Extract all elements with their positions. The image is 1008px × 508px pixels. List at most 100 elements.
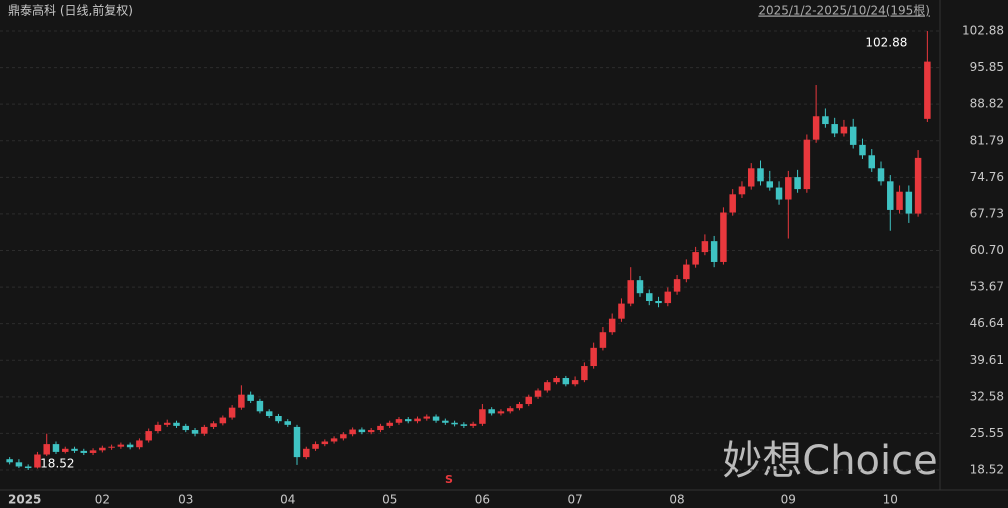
candle-body: [859, 144, 866, 156]
candle-body: [395, 419, 403, 423]
candle-body: [405, 419, 412, 422]
high-label: 102.88: [865, 36, 907, 50]
candle-body: [330, 438, 338, 442]
low-label: 18.52: [40, 457, 74, 471]
candle-body: [896, 191, 903, 210]
x-tick-label: 03: [178, 493, 193, 507]
y-tick-label: 46.64: [970, 316, 1004, 330]
y-tick-label: 39.61: [970, 353, 1004, 367]
candle-body: [377, 425, 384, 431]
candle-body: [683, 264, 690, 280]
candle-body: [238, 394, 245, 408]
candle-body: [794, 177, 801, 190]
range-label: 2025/1/2-2025/10/24(195根): [758, 4, 930, 18]
candle-body: [534, 390, 542, 397]
candle-body: [785, 177, 792, 200]
x-tick-label: 2025: [8, 493, 41, 507]
x-tick-label: 08: [669, 493, 684, 507]
candle-body: [71, 448, 78, 451]
candle-body: [590, 347, 597, 367]
y-tick-label: 32.58: [970, 389, 1004, 403]
candle-body: [451, 422, 458, 425]
candle-body: [701, 241, 709, 253]
candle-body: [201, 426, 208, 434]
candle-body: [210, 423, 217, 427]
candle-body: [553, 378, 560, 383]
signal-marker: S: [445, 473, 453, 486]
candle-body: [822, 116, 829, 125]
y-tick-label: 81.79: [970, 133, 1004, 147]
y-tick-label: 95.85: [970, 60, 1004, 74]
candle-body: [710, 241, 718, 262]
candle-body: [469, 423, 477, 426]
candle-body: [247, 394, 254, 401]
candle-body: [358, 429, 366, 433]
candle-body: [43, 444, 50, 455]
candle-body: [312, 444, 319, 449]
candle-body: [99, 447, 106, 451]
candle-body: [182, 425, 190, 431]
candle-body: [52, 444, 60, 452]
candle-body: [840, 126, 848, 134]
candle-body: [738, 186, 746, 195]
candle-body: [414, 418, 421, 422]
candle-body: [812, 116, 820, 140]
candle-body: [757, 168, 764, 182]
y-tick-label: 67.73: [970, 206, 1004, 220]
candle-body: [80, 450, 88, 453]
y-tick-label: 74.76: [970, 170, 1004, 184]
x-tick-label: 10: [883, 493, 898, 507]
candle-body: [173, 422, 180, 426]
candle-body: [154, 424, 162, 432]
candle-body: [163, 422, 171, 425]
candle-body: [386, 422, 393, 426]
candle-body: [599, 332, 607, 348]
candle-body: [442, 420, 449, 423]
candle-body: [265, 411, 273, 417]
candle-body: [432, 416, 440, 421]
candle-body: [34, 454, 41, 468]
candle-body: [905, 191, 913, 214]
candle-body: [191, 430, 199, 434]
candle-body: [62, 448, 69, 452]
candle-body: [924, 61, 931, 119]
x-tick-label: 05: [382, 493, 397, 507]
x-tick-label: 09: [781, 493, 796, 507]
candle-body: [877, 168, 885, 182]
chart-title: 鼎泰高科 (日线,前复权): [8, 3, 133, 18]
candle-body: [367, 430, 375, 433]
candle-body: [673, 279, 681, 292]
candle-body: [340, 434, 347, 439]
candle-body: [136, 440, 143, 448]
x-tick-label: 07: [567, 493, 582, 507]
candle-body: [228, 407, 236, 418]
candle-body: [914, 157, 922, 214]
candle-body: [89, 450, 97, 453]
candle-body: [293, 426, 301, 458]
candle-body: [303, 448, 310, 458]
candle-body: [460, 424, 468, 426]
candle-body: [506, 408, 514, 412]
watermark: 妙想Choice: [722, 438, 937, 484]
y-tick-label: 102.88: [962, 24, 1004, 38]
x-tick-label: 06: [475, 493, 490, 507]
candle-body: [831, 124, 838, 134]
candle-body: [145, 431, 152, 441]
candle-body: [479, 409, 486, 424]
y-tick-label: 25.55: [970, 426, 1004, 440]
y-tick-label: 18.52: [970, 463, 1004, 477]
candle-body: [275, 416, 282, 422]
candle-body: [887, 181, 894, 210]
x-tick-label: 04: [280, 493, 295, 507]
candle-body: [692, 252, 699, 265]
candle-body: [747, 168, 755, 187]
candle-body: [720, 212, 727, 262]
x-tick-label: 02: [95, 493, 110, 507]
y-tick-label: 53.67: [970, 280, 1004, 294]
candle-body: [349, 429, 356, 435]
candle-body: [729, 194, 736, 213]
candle-body: [423, 416, 431, 419]
candle-body: [219, 417, 227, 424]
candle-body: [108, 446, 115, 448]
